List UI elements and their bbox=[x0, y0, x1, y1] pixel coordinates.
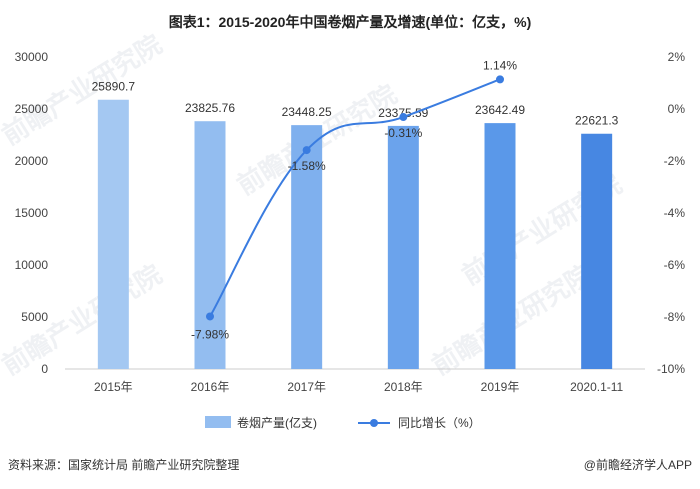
bar-value-label: 22621.3 bbox=[575, 114, 619, 128]
y-left-tick-label: 30000 bbox=[15, 50, 49, 64]
y-right-tick-label: -2% bbox=[664, 154, 686, 168]
y-left-tick-label: 20000 bbox=[15, 154, 49, 168]
legend-marker-line bbox=[370, 419, 378, 427]
x-tick-label: 2017年 bbox=[287, 380, 326, 394]
bar bbox=[291, 125, 323, 369]
bar-value-label: 25890.7 bbox=[92, 80, 136, 94]
x-tick-label: 2019年 bbox=[481, 380, 520, 394]
bar bbox=[387, 125, 419, 370]
x-tick-label: 2015年 bbox=[94, 380, 133, 394]
growth-value-label: 1.14% bbox=[483, 58, 517, 72]
growth-point bbox=[399, 113, 408, 122]
y-right-tick-label: 2% bbox=[668, 50, 686, 64]
bar-value-label: 23825.76 bbox=[185, 101, 235, 115]
y-right-tick-label: -6% bbox=[664, 258, 686, 272]
source-text: 资料来源：国家统计局 前瞻产业研究院整理 bbox=[8, 458, 240, 472]
y-right-tick-label: 0% bbox=[668, 102, 686, 116]
growth-point bbox=[206, 312, 214, 321]
bar bbox=[97, 99, 129, 369]
bar bbox=[581, 133, 613, 369]
growth-point bbox=[496, 75, 504, 84]
bar-value-label: 23642.49 bbox=[475, 103, 525, 117]
growth-value-label: -7.98% bbox=[191, 327, 229, 341]
footer: 资料来源：国家统计局 前瞻产业研究院整理 @前瞻经济学人APP bbox=[0, 456, 700, 476]
x-tick-label: 2016年 bbox=[191, 380, 230, 394]
y-left-tick-label: 15000 bbox=[15, 206, 49, 220]
y-left-tick-label: 10000 bbox=[15, 258, 49, 272]
y-right-tick-label: -4% bbox=[664, 206, 686, 220]
bar bbox=[484, 123, 516, 369]
bar-value-label: 23448.25 bbox=[282, 105, 332, 119]
bar bbox=[194, 121, 226, 369]
bar-value-label: 23375.59 bbox=[378, 106, 428, 120]
y-right-tick-label: -8% bbox=[664, 310, 686, 324]
x-tick-label: 2020.1-11 bbox=[570, 380, 623, 394]
y-left-tick-label: 5000 bbox=[21, 310, 48, 324]
growth-point bbox=[302, 146, 311, 155]
growth-line bbox=[209, 78, 501, 317]
x-tick-label: 2018年 bbox=[384, 380, 423, 394]
legend-label-bar: 卷烟产量(亿支) bbox=[237, 415, 317, 430]
y-left-tick-label: 25000 bbox=[15, 102, 49, 116]
chart-title: 图表1：2015-2020年中国卷烟产量及增速(单位：亿支，%) bbox=[168, 14, 532, 30]
growth-value-label: -0.31% bbox=[384, 126, 422, 140]
y-left-tick-label: 0 bbox=[41, 362, 48, 376]
growth-value-label: -1.58% bbox=[288, 159, 326, 173]
legend-label-line: 同比增长（%） bbox=[398, 416, 481, 430]
y-right-tick-label: -10% bbox=[657, 362, 685, 376]
brand-text: @前瞻经济学人APP bbox=[583, 458, 692, 472]
legend-swatch-bar bbox=[205, 416, 231, 428]
